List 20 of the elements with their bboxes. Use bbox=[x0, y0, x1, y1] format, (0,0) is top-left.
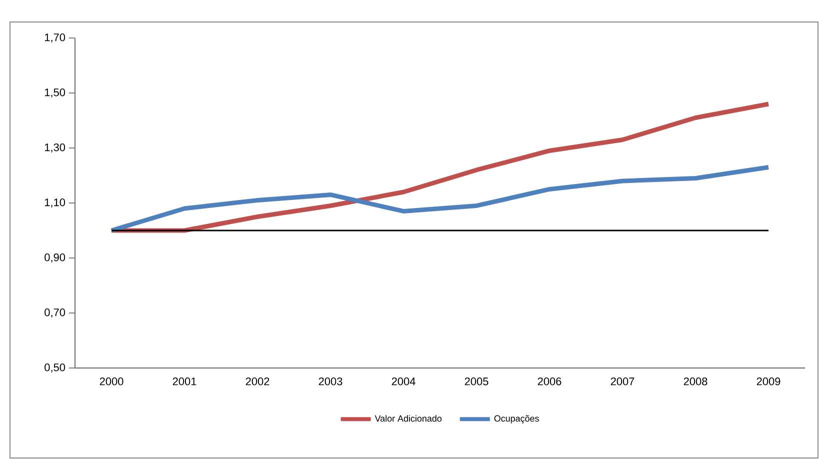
x-tick-label: 2000 bbox=[100, 378, 124, 386]
x-tick-label: 2001 bbox=[172, 378, 196, 386]
x-tick-label: 2009 bbox=[756, 378, 780, 386]
legend-label: Ocupações bbox=[494, 415, 539, 424]
x-tick-label: 2002 bbox=[246, 378, 270, 386]
y-tick-label: 0,50 bbox=[44, 363, 66, 373]
x-tick-label: 2006 bbox=[538, 378, 562, 386]
x-tick-label: 2003 bbox=[318, 378, 342, 386]
y-tick-label: 1,10 bbox=[44, 198, 66, 208]
y-tick-label: 1,30 bbox=[44, 143, 66, 153]
x-tick-label: 2007 bbox=[610, 378, 634, 386]
y-tick-label: 1,70 bbox=[44, 33, 66, 43]
x-tick-label: 2004 bbox=[392, 378, 416, 386]
x-tick-label: 2005 bbox=[464, 378, 488, 386]
y-tick-label: 0,70 bbox=[44, 308, 66, 318]
y-tick-label: 0,90 bbox=[44, 253, 66, 263]
y-tick-label: 1,50 bbox=[44, 88, 66, 98]
x-tick-label: 2008 bbox=[684, 378, 708, 386]
line-series bbox=[109, 164, 771, 233]
legend-label: Valor Adicionado bbox=[374, 415, 442, 422]
